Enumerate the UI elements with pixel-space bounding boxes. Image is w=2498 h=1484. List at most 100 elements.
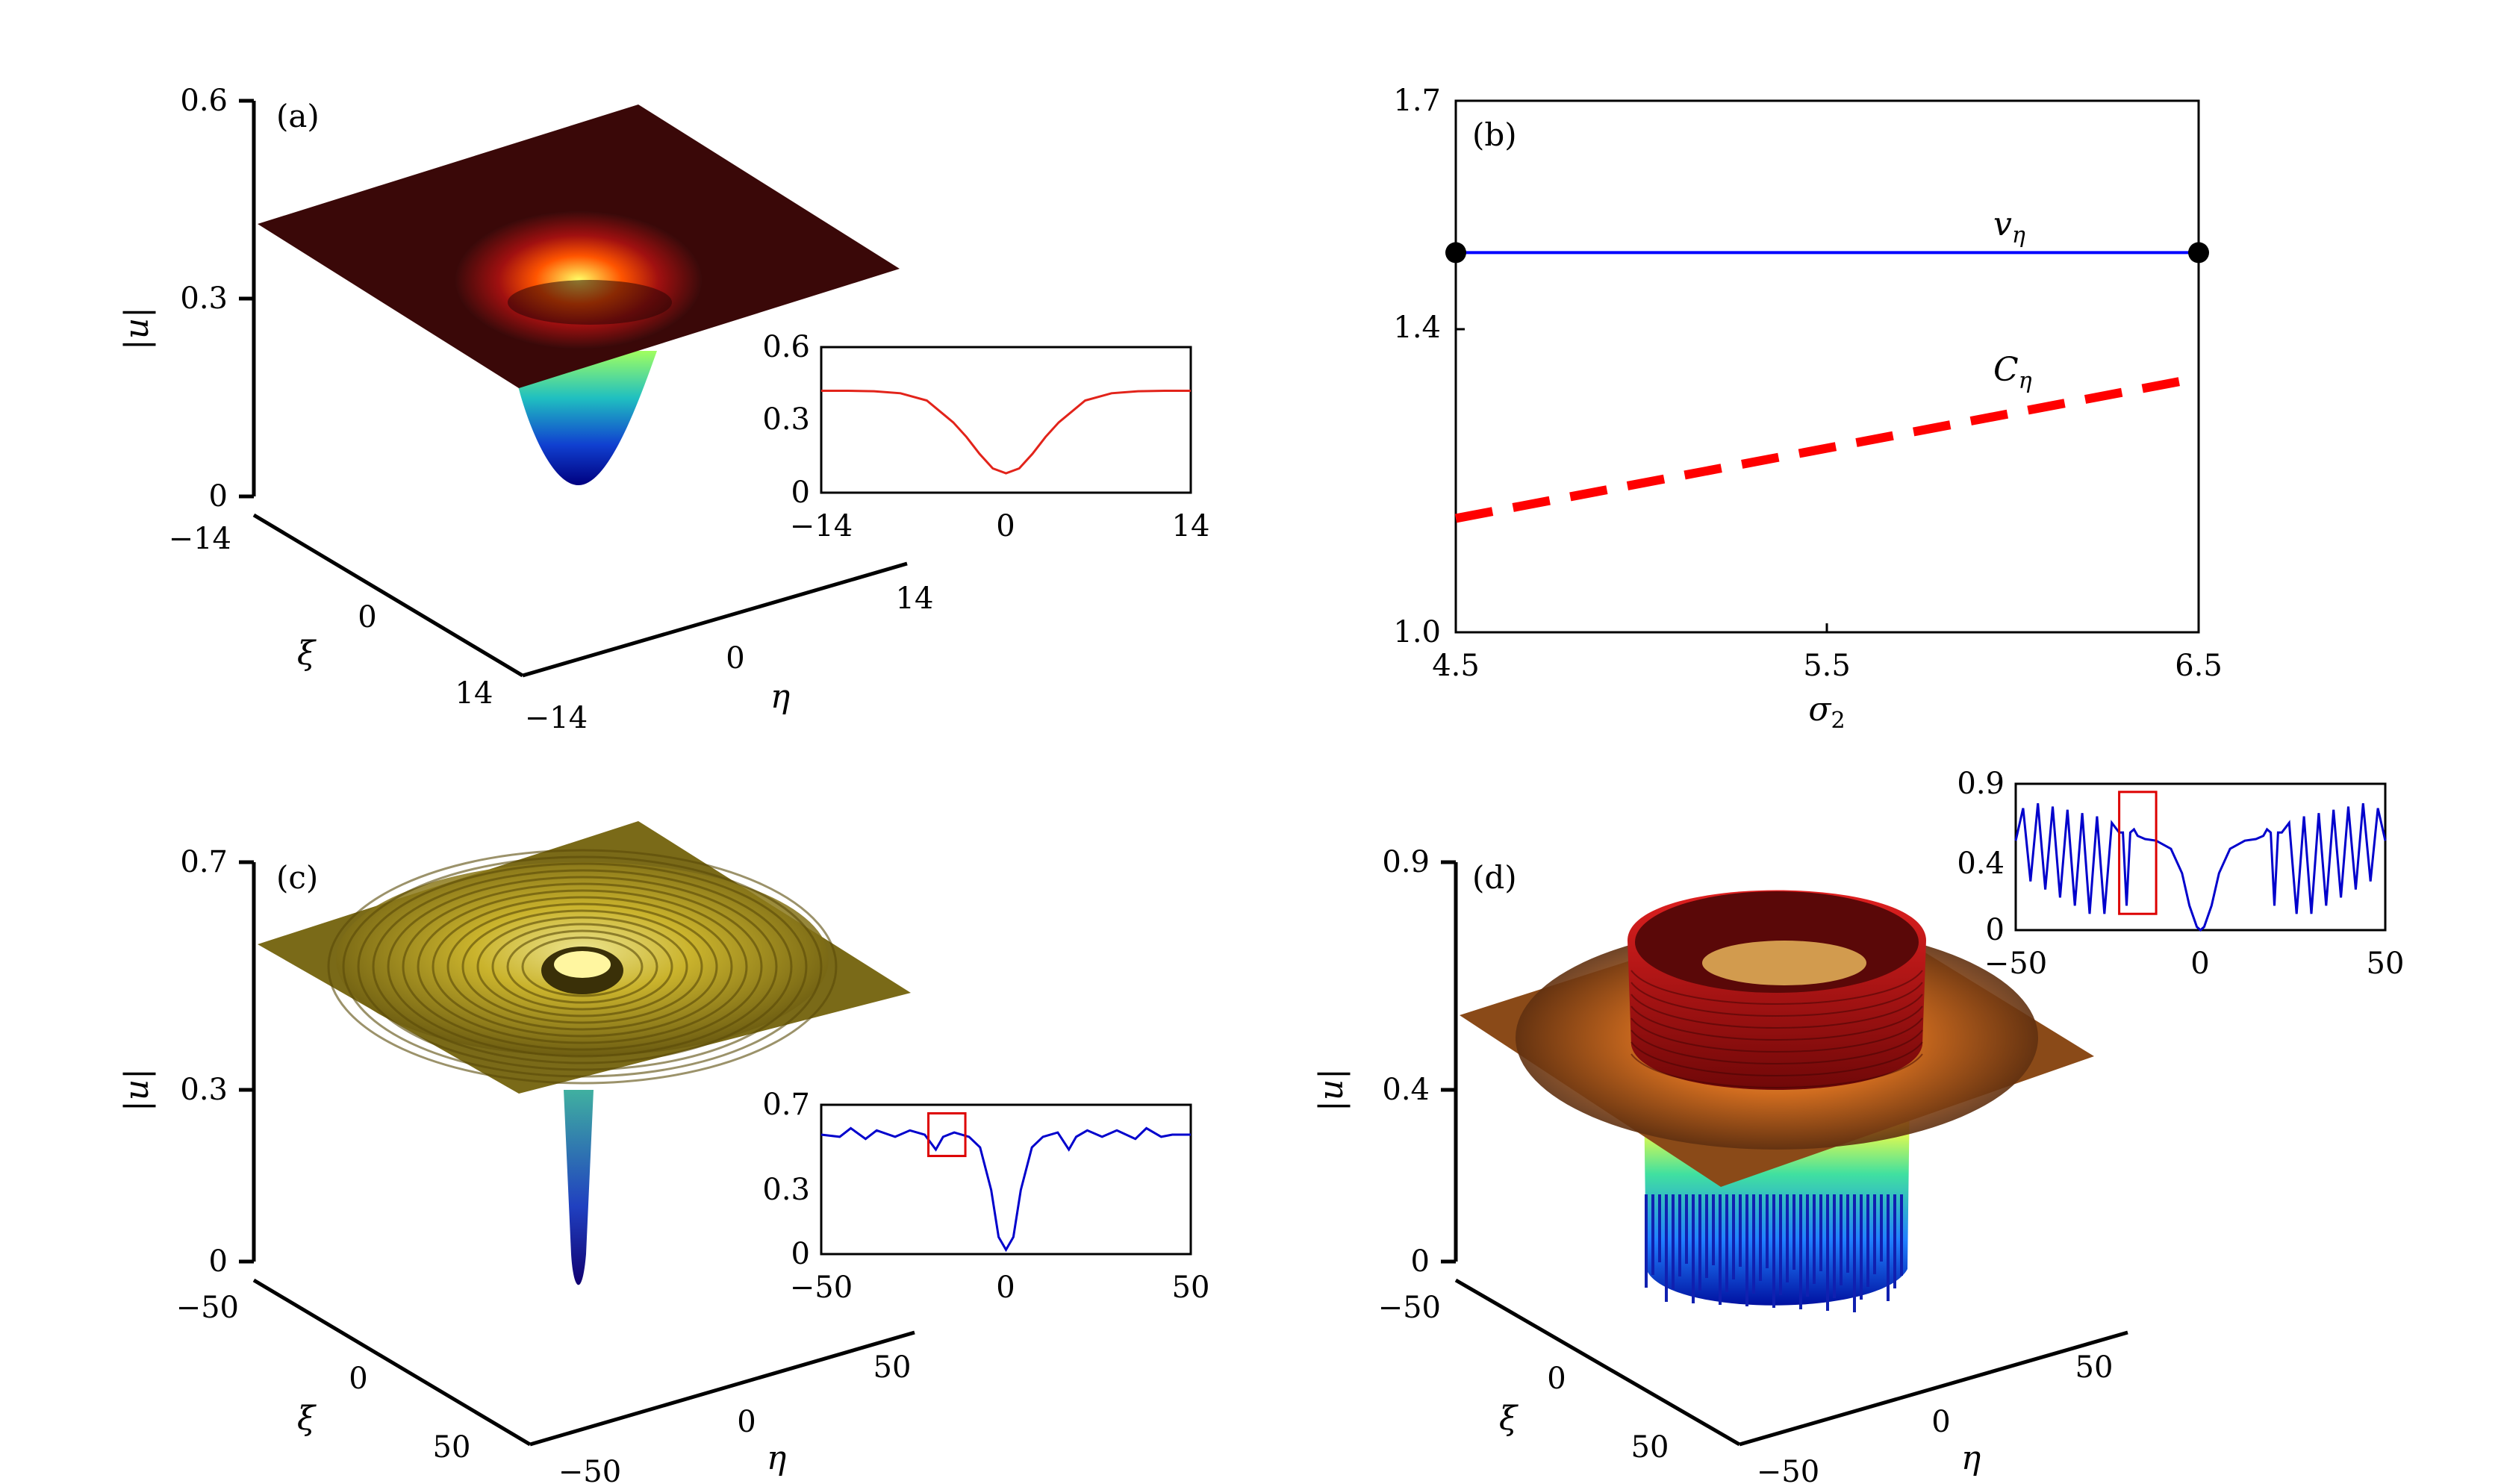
panel-d-ring-contour xyxy=(1630,982,1923,1017)
panel-d-z-tick-bottom: 0 xyxy=(1411,1244,1430,1279)
panel-d-inset-y-tick-3: 0.9 xyxy=(1957,767,2005,801)
panel-b-label: (b) xyxy=(1472,116,1517,153)
panel-d-ring-contour xyxy=(1630,1041,1923,1076)
panel-d-inset-y-tick-2: 0.4 xyxy=(1957,847,2005,881)
panel-c-ripple-ring xyxy=(402,882,763,1051)
panel-a-inset-x-tick-1: −14 xyxy=(790,509,853,543)
panel-b-y-tick-3: 1.7 xyxy=(1393,84,1441,118)
panel-d-eta-tick-2: 0 xyxy=(1931,1405,1950,1439)
panel-c: (c) 0.7 0.3 0 |u| −50 0 50 ξ −50 0 50 η xyxy=(118,821,915,1484)
panel-c-ripple-ring xyxy=(432,896,733,1038)
panel-c-inset-highlight-box xyxy=(927,1112,967,1158)
panel-b-y-tick-1: 1.0 xyxy=(1393,615,1441,649)
panel-c-eta-label: η xyxy=(767,1439,786,1477)
panel-d-label: (d) xyxy=(1472,859,1517,896)
panel-a-xi-tick-2: 0 xyxy=(358,600,376,635)
panel-a-xi-label: ξ xyxy=(297,635,317,673)
panel-d-ring-contour xyxy=(1630,970,1923,1005)
panel-d: (d) 0.9 0.4 0 |u| −50 0 50 ξ −50 0 50 η xyxy=(1312,845,2128,1484)
panel-c-ripple-ring xyxy=(417,889,748,1044)
panel-c-inset: 0.7 0.3 0 −50 0 50 xyxy=(762,1088,1209,1305)
panel-a: (a) 0.6 0.3 0 |u| −14 0 14 ξ −14 0 14 η xyxy=(118,84,933,735)
panel-c-surface-well xyxy=(564,1090,594,1285)
panel-d-z-tick-top: 0.9 xyxy=(1382,845,1430,879)
panel-d-surface-fringe xyxy=(1645,1194,1903,1312)
panel-d-xi-axis xyxy=(1454,1278,1741,1447)
panel-c-ripple-ring xyxy=(521,936,644,997)
panel-c-inset-frame xyxy=(820,1103,1192,1256)
panel-d-eta-label: η xyxy=(1961,1439,1981,1477)
panel-c-inset-y-tick-3: 0.7 xyxy=(762,1088,810,1122)
panel-c-eta-tick-2: 0 xyxy=(737,1405,756,1439)
panel-a-inset-y-tick-2: 0.3 xyxy=(762,402,810,437)
panel-d-ring-contour xyxy=(1630,1006,1923,1041)
panel-b-x-tick-2: 5.5 xyxy=(1803,649,1851,683)
panel-a-surface-well xyxy=(515,351,657,485)
panel-a-inset-x-tick-2: 0 xyxy=(996,509,1015,543)
panel-a-eta-tick-1: −14 xyxy=(525,701,588,735)
panel-d-xi-tick-3: 50 xyxy=(1631,1430,1669,1465)
panel-c-inset-line xyxy=(820,1126,1191,1253)
panel-c-xi-axis xyxy=(252,1278,532,1447)
panel-a-inset-y-tick-1: 0 xyxy=(791,476,810,510)
panel-b-label-c-eta: Cη xyxy=(1993,351,2032,394)
panel-c-inset-x-tick-1: −50 xyxy=(790,1271,853,1305)
panel-d-eta-tick-3: 50 xyxy=(2075,1350,2114,1385)
panel-d-inset: 0.9 0.4 0 −50 0 50 xyxy=(1957,767,2404,981)
panel-c-ripple-ring xyxy=(506,929,658,1004)
panel-a-inset-y-tick-3: 0.6 xyxy=(762,330,810,364)
panel-d-ring-contour xyxy=(1630,1029,1923,1064)
panel-a-z-label: |u| xyxy=(118,307,156,350)
panel-c-inset-y-tick-1: 0 xyxy=(791,1237,810,1271)
panel-b-x-tick-3: 6.5 xyxy=(2175,649,2223,683)
panel-b-label-v-eta: vη xyxy=(1993,205,2025,249)
panel-d-ring-contour xyxy=(1630,1053,1923,1088)
panel-c-z-tick-top: 0.7 xyxy=(180,845,228,879)
panel-c-inset-x-tick-2: 0 xyxy=(996,1271,1015,1305)
panel-c-label: (c) xyxy=(276,859,318,896)
panel-d-inset-highlight-box xyxy=(2118,791,2158,915)
panel-a-eta-axis xyxy=(522,561,908,678)
panel-a-eta-tick-2: 0 xyxy=(726,641,744,676)
panel-c-eta-tick-3: 50 xyxy=(873,1350,912,1385)
panel-c-ripple-ring xyxy=(342,855,823,1078)
panel-a-xi-axis xyxy=(252,513,524,678)
panel-d-ring-contour xyxy=(1630,1017,1923,1053)
panel-c-inset-x-tick-3: 50 xyxy=(1172,1271,1210,1305)
panel-d-inset-x-tick-2: 0 xyxy=(2190,947,2209,981)
panel-c-ripples xyxy=(327,849,838,1085)
panel-b-series-c-eta xyxy=(1454,373,2200,523)
panel-a-inset-frame xyxy=(820,346,1192,494)
panel-d-inset-y-tick-1: 0 xyxy=(1986,913,2005,947)
panel-b-marker-right xyxy=(2188,242,2209,264)
panel-a-inset-x-tick-3: 14 xyxy=(1172,509,1210,543)
panel-d-z-tick-mid: 0.4 xyxy=(1382,1073,1430,1107)
panel-d-inset-x-tick-1: −50 xyxy=(1984,947,2047,981)
panel-b-frame xyxy=(1454,99,2200,634)
panel-d-z-label: |u| xyxy=(1312,1068,1351,1112)
panel-d-eta-tick-1: −50 xyxy=(1757,1455,1819,1484)
panel-c-xi-tick-3: 50 xyxy=(433,1430,471,1465)
panel-a-inset: 0.6 0.3 0 −14 0 14 xyxy=(762,330,1209,543)
panel-a-surface-hump xyxy=(455,211,702,349)
panel-c-inset-y-tick-2: 0.3 xyxy=(762,1173,810,1207)
panel-c-ripple-ring xyxy=(372,869,793,1064)
panel-d-xi-label: ξ xyxy=(1499,1400,1519,1438)
panel-a-eta-tick-3: 14 xyxy=(896,582,934,616)
panel-c-xi-label: ξ xyxy=(297,1400,317,1438)
panel-b-marker-left xyxy=(1445,242,1466,264)
panel-c-ripple-ring xyxy=(387,876,778,1058)
panel-c-eta-tick-1: −50 xyxy=(558,1455,621,1484)
panel-d-inset-line xyxy=(2014,802,2387,932)
panel-c-ripple-ring xyxy=(446,902,718,1031)
panel-c-eta-axis xyxy=(529,1330,915,1447)
panel-b-x-tick-1: 4.5 xyxy=(1432,649,1480,683)
panel-d-inset-x-tick-3: 50 xyxy=(2367,947,2405,981)
panel-c-xi-tick-2: 0 xyxy=(349,1362,367,1396)
panel-a-z-tick-mid: 0.3 xyxy=(180,281,228,316)
panel-a-label: (a) xyxy=(276,98,320,134)
panel-c-ripple-ring xyxy=(476,916,688,1017)
panel-d-ring-contour xyxy=(1630,994,1923,1029)
panel-b: (b) 1.7 1.4 1.0 4.5 5.5 6.5 σ2 vη Cη xyxy=(1393,84,2222,734)
